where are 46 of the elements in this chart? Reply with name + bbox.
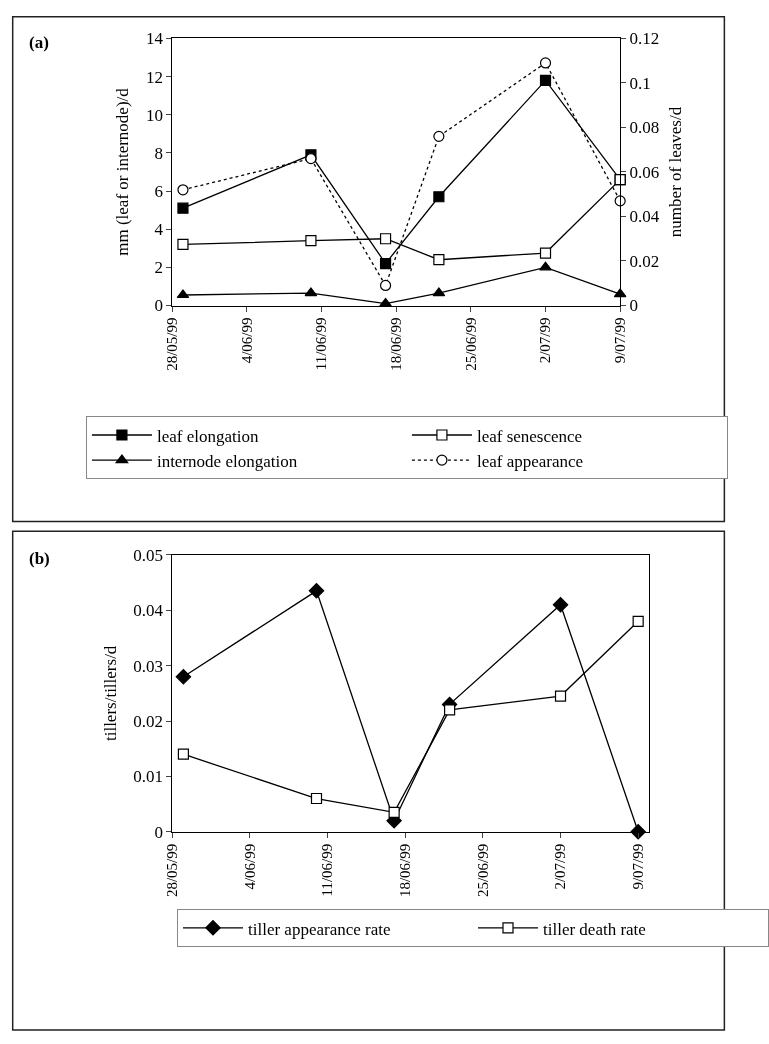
- y-tick-label: 0.05: [133, 545, 163, 565]
- legend-label: tiller appearance rate: [248, 919, 391, 939]
- y2-tick-label: 0.02: [629, 251, 660, 271]
- y-tick-label: 0: [154, 296, 163, 316]
- legend-label: leaf appearance: [476, 451, 584, 471]
- legend-label: leaf elongation: [156, 426, 259, 446]
- x-tick-label: 2/07/99: [537, 317, 554, 364]
- y-tick-label: 12: [145, 67, 163, 87]
- x-tick-label: 11/06/99: [313, 317, 330, 371]
- y2-tick-label: 0.08: [629, 118, 660, 138]
- y2-tick-label: 0.1: [629, 73, 651, 93]
- x-tick-label: 4/06/99: [241, 843, 258, 890]
- x-tick-label: 18/06/99: [397, 843, 414, 898]
- x-tick-label: 4/06/99: [238, 317, 255, 364]
- y-tick-label: 0.03: [133, 656, 163, 676]
- y-tick-label: 0: [154, 822, 163, 842]
- y2-axis-title: number of leaves/d: [666, 106, 686, 238]
- x-tick-label: 18/06/99: [388, 317, 405, 371]
- y-tick-label: 4: [154, 220, 164, 240]
- text: (a): [29, 33, 49, 52]
- y-tick-label: 2: [154, 258, 163, 278]
- x-tick-label: 25/06/99: [462, 317, 479, 371]
- x-tick-label: 28/05/99: [164, 317, 181, 371]
- y-tick-label: 8: [154, 143, 163, 163]
- x-tick-label: 11/06/99: [319, 843, 336, 897]
- y-tick-label: 14: [145, 29, 164, 49]
- y-tick-label: 6: [154, 182, 163, 201]
- y-tick-label: 0.02: [133, 711, 163, 731]
- y-tick-label: 10: [145, 105, 163, 125]
- y-tick-label: 0.04: [133, 601, 164, 621]
- x-tick-label: 9/07/99: [630, 843, 647, 890]
- y2-tick-label: 0.12: [629, 29, 660, 49]
- x-tick-label: 25/06/99: [474, 843, 491, 898]
- x-tick-label: 28/05/99: [164, 843, 181, 898]
- y2-tick-label: 0.04: [629, 207, 660, 227]
- y2-tick-label: 0: [629, 296, 639, 316]
- legend-label: internode elongation: [156, 451, 298, 471]
- x-tick-label: 9/07/99: [612, 317, 629, 364]
- text: (b): [29, 549, 50, 568]
- y-tick-label: 0.01: [133, 767, 163, 787]
- y-axis-title: tillers/tillers/d: [100, 645, 120, 742]
- legend-label: tiller death rate: [543, 919, 646, 939]
- y-axis-title: mm (leaf or internode)/d: [113, 87, 133, 256]
- legend-label: leaf senescence: [476, 426, 583, 446]
- x-tick-label: 2/07/99: [552, 843, 569, 890]
- y2-tick-label: 0.06: [629, 162, 660, 182]
